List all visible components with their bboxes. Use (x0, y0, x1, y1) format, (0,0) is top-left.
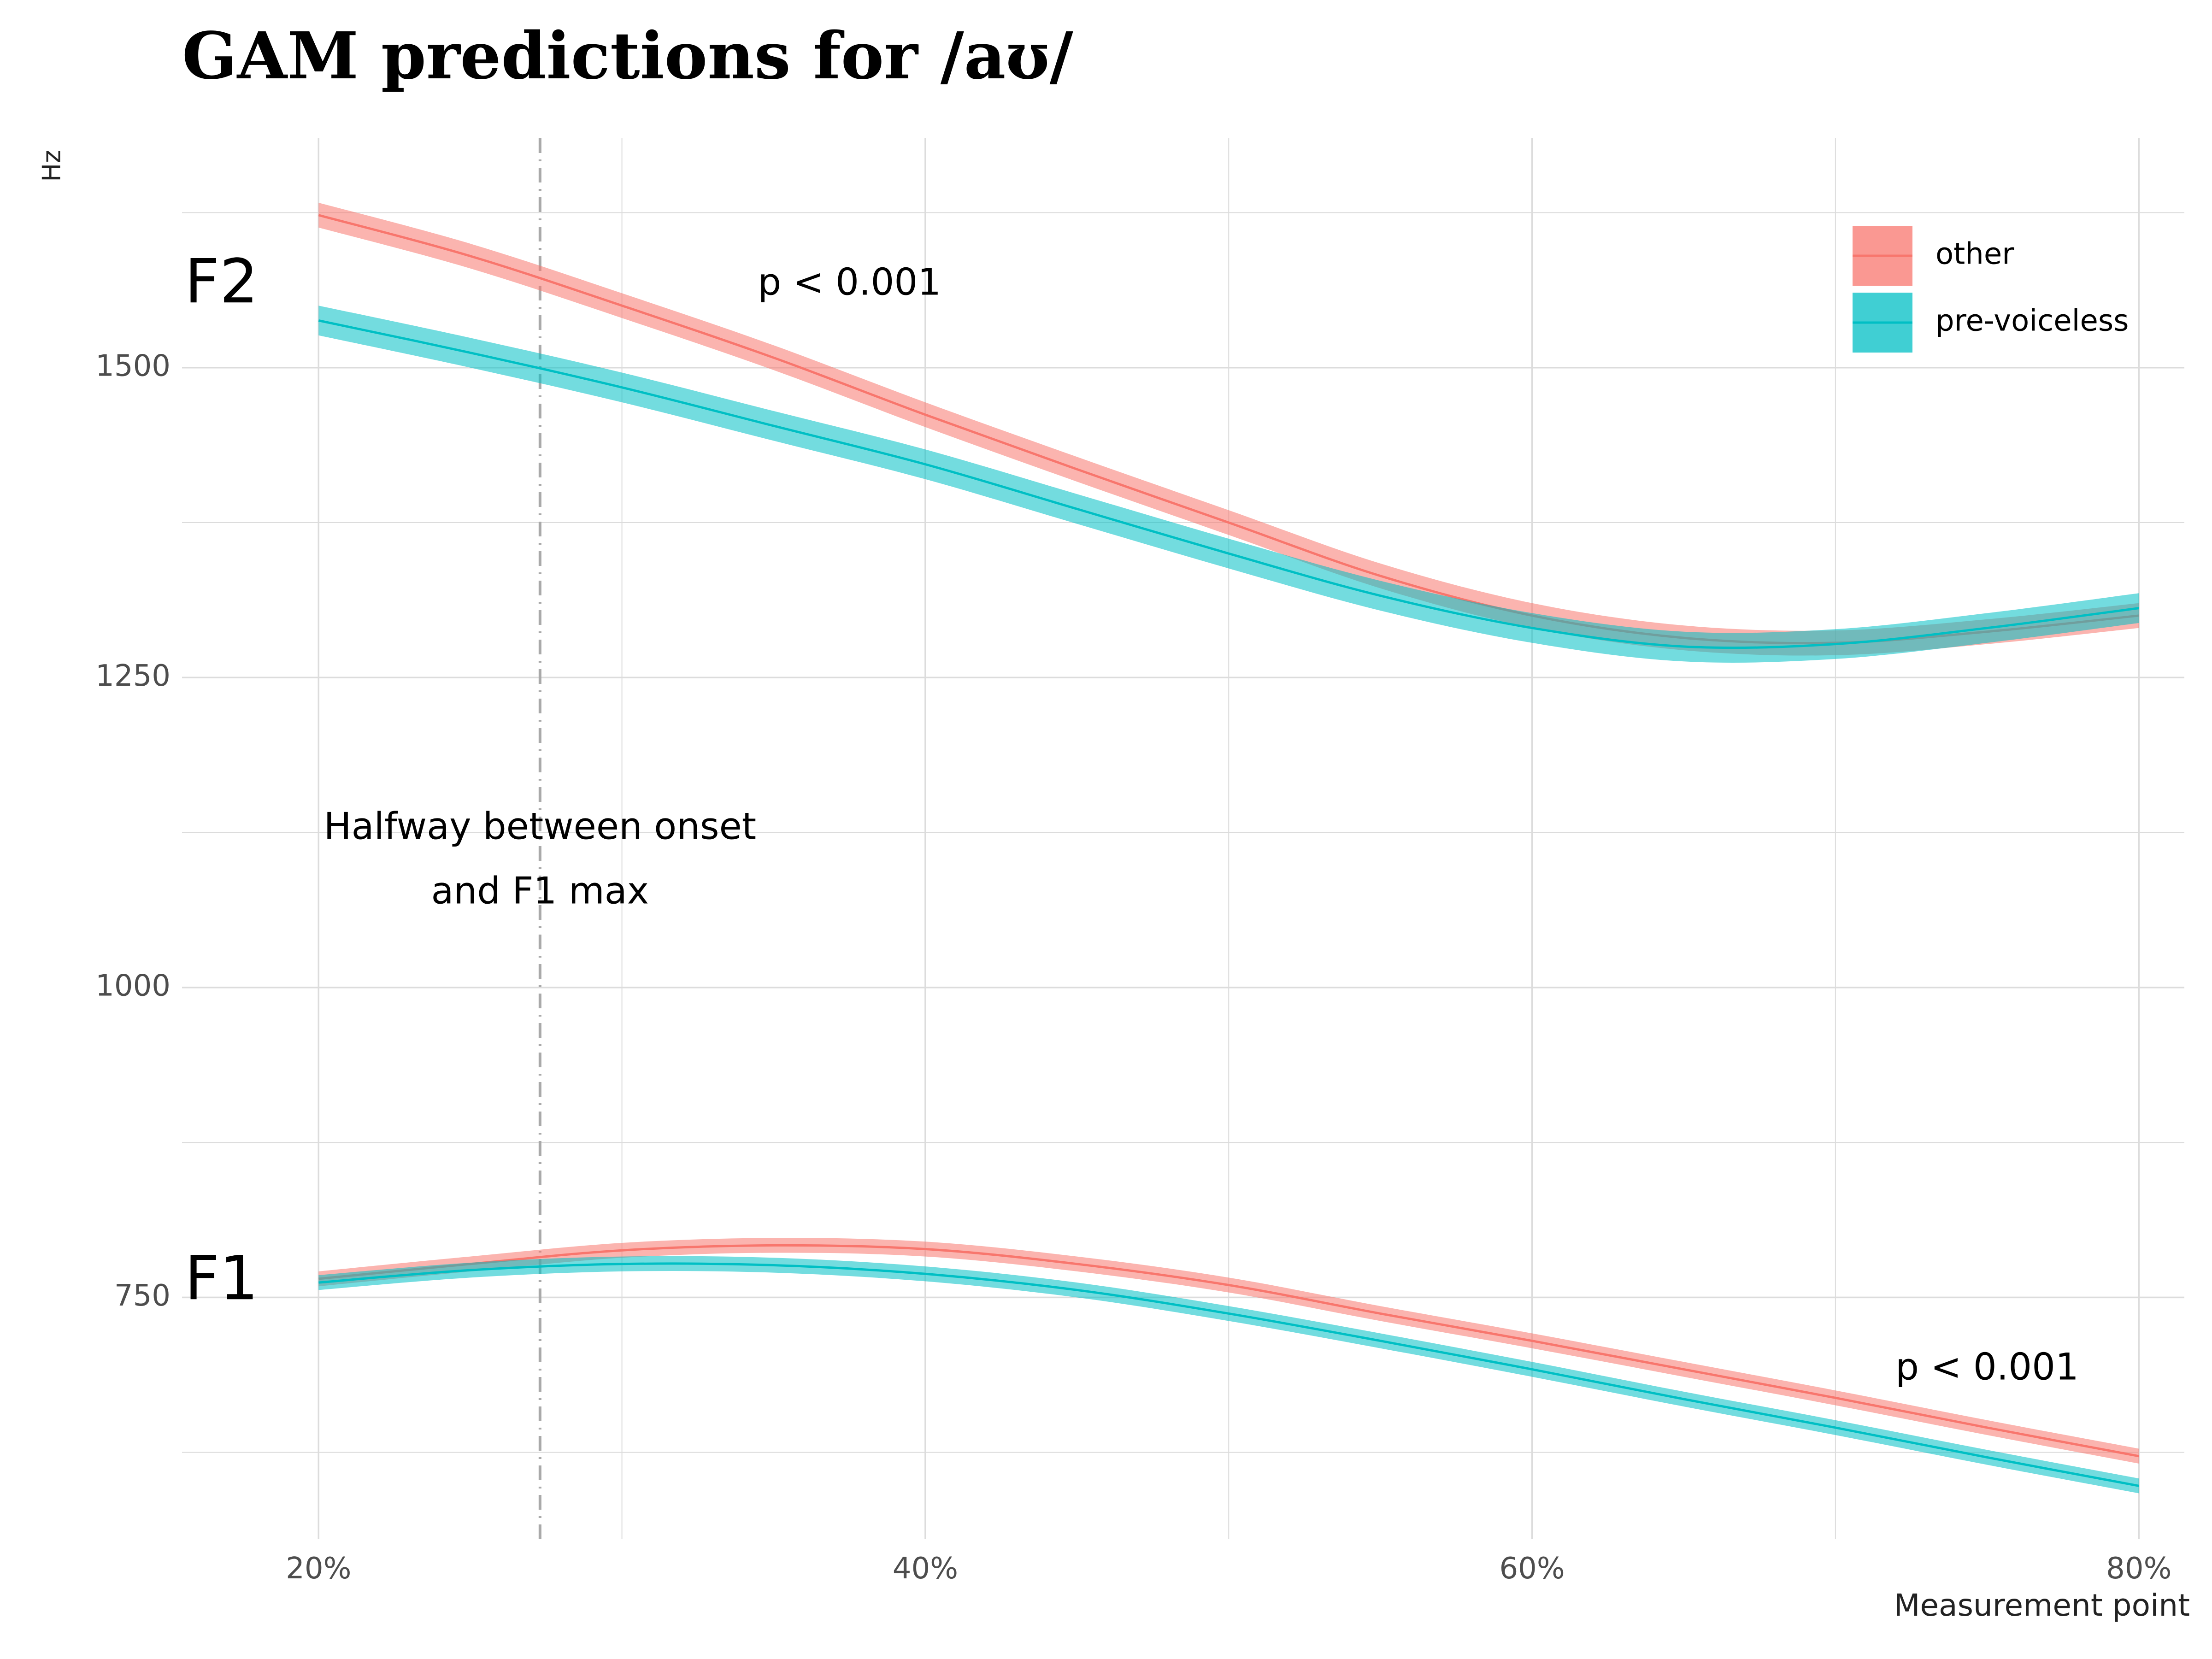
reference-line-annotation-line1: Halfway between onset (324, 805, 756, 847)
legend: other pre-voiceless (1853, 226, 2129, 353)
y-tick-label: 1500 (95, 349, 171, 383)
series-f1-pre-voiceless (318, 1256, 2139, 1494)
x-tick-label: 60% (1499, 1552, 1565, 1586)
f2-label: F2 (185, 246, 259, 317)
series-line (318, 1244, 2139, 1458)
x-tick-label: 20% (286, 1552, 351, 1586)
grid-lines (182, 138, 2184, 1539)
series-f2-pre-voiceless (318, 306, 2139, 663)
legend-item-pre-voiceless: pre-voiceless (1853, 293, 2129, 353)
x-tick-label: 80% (2106, 1552, 2171, 1586)
reference-line-annotation-line2: and F1 max (431, 869, 649, 912)
f1-label: F1 (185, 1243, 259, 1314)
x-axis-label: Measurement point (1894, 1588, 2190, 1623)
series-f1-other (318, 1238, 2139, 1464)
series-line (318, 319, 2139, 649)
p-value-annotation-f1: p < 0.001 (1895, 1345, 2079, 1388)
legend-item-other: other (1853, 226, 2014, 286)
p-value-annotation-f2: p < 0.001 (758, 260, 941, 303)
y-tick-label: 750 (114, 1279, 171, 1313)
legend-label: other (1936, 237, 2014, 271)
x-tick-label: 40% (893, 1552, 958, 1586)
chart-title: GAM predictions for /aʊ/ (182, 18, 1073, 94)
legend-label: pre-voiceless (1936, 304, 2129, 338)
series-line (318, 1262, 2139, 1487)
y-tick-label: 1000 (95, 969, 171, 1003)
y-tick-label: 1250 (95, 659, 171, 693)
confidence-band (318, 306, 2139, 663)
